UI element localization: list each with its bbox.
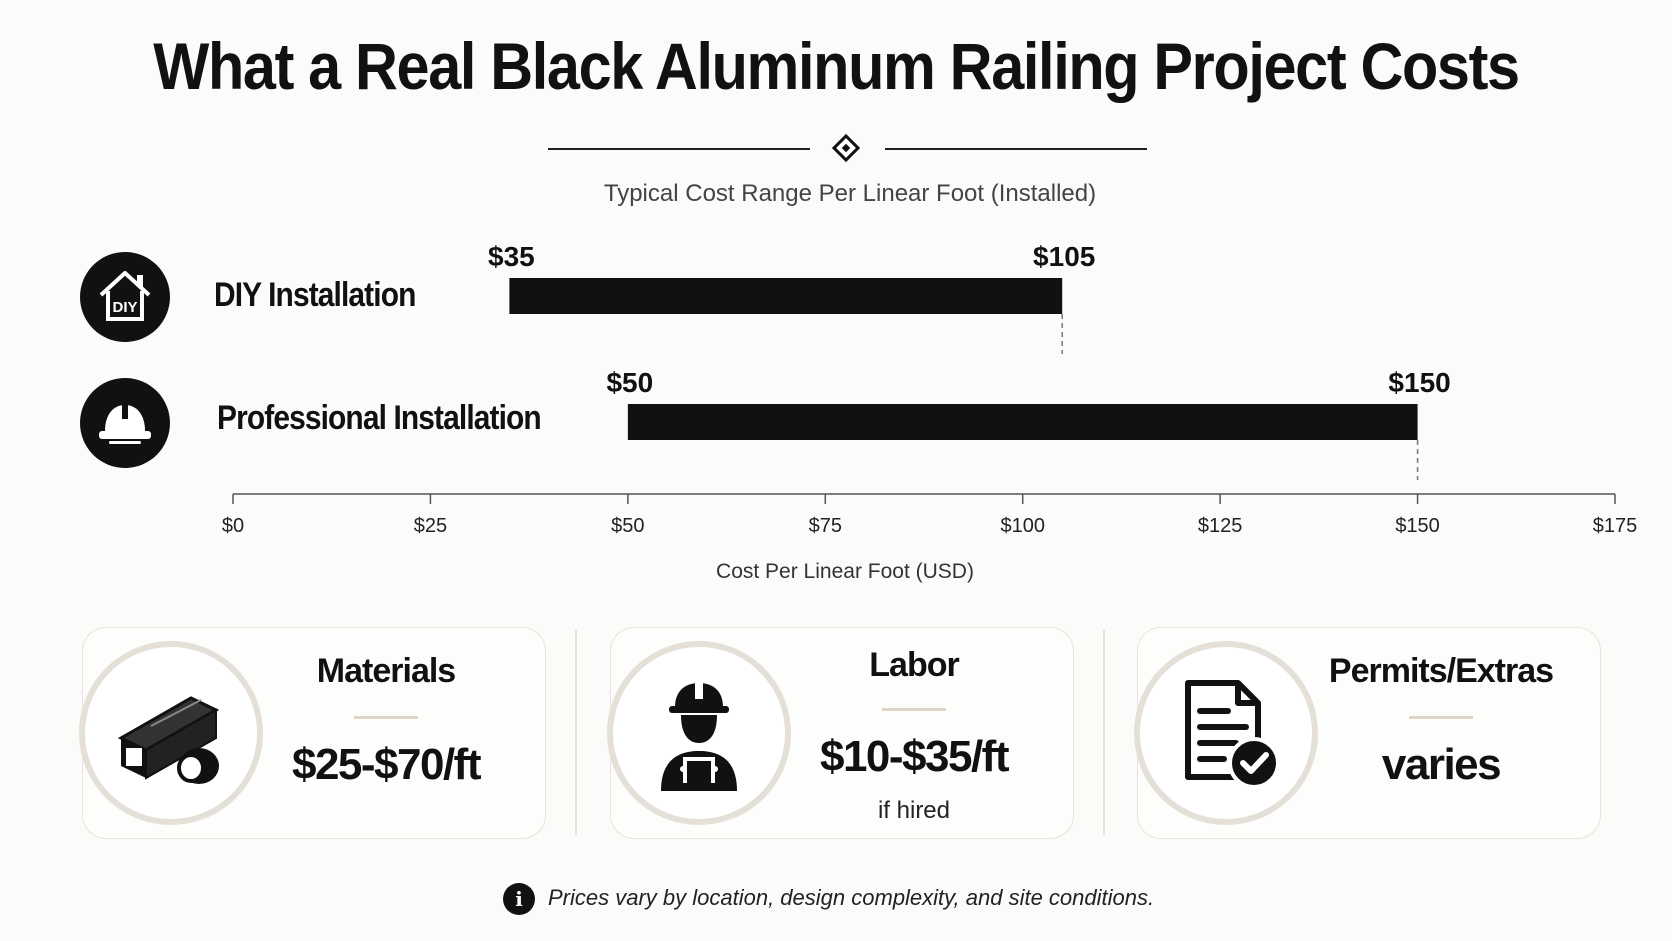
svg-text:DIY: DIY [112, 299, 137, 316]
range-bar [627, 404, 1418, 440]
labor-icon-circle [607, 641, 791, 825]
materials-rule [354, 716, 418, 719]
x-tick-label: $50 [611, 515, 644, 537]
x-tick-label: $175 [1593, 515, 1638, 537]
worker-icon [661, 681, 737, 791]
diy-house-icon: DIY [80, 252, 170, 342]
x-axis-label: Cost Per Linear Foot (USD) [716, 560, 974, 583]
hard-hat-icon [80, 378, 170, 468]
labor-rule [882, 708, 946, 711]
row-label-diy: DIY Installation [214, 276, 416, 314]
chart-subtitle: Typical Cost Range Per Linear Foot (Inst… [603, 180, 1097, 207]
x-tick-label: $125 [1198, 515, 1243, 537]
x-tick-label: $0 [222, 515, 244, 537]
info-icon: i [503, 883, 535, 915]
title-divider-right [885, 148, 1147, 150]
materials-icon-circle [79, 641, 263, 825]
labor-value: $10-$35/ft [819, 732, 1010, 781]
title-divider-left [548, 148, 810, 150]
labor-note: if hired [877, 797, 951, 824]
row-label-professional: Professional Installation [217, 399, 542, 437]
page-title: What a Real Black Aluminum Railing Proje… [153, 29, 1520, 103]
footer-note: Prices vary by location, design complexi… [548, 885, 1155, 910]
range-high-label: $150 [1388, 367, 1450, 398]
permits-title: Permits/Extras [1328, 652, 1554, 690]
permits-rule [1409, 716, 1473, 719]
materials-title: Materials [316, 652, 456, 690]
range-low-label: $35 [488, 241, 535, 272]
document-check-icon [1185, 680, 1280, 789]
range-bar [509, 278, 1063, 314]
permits-value: varies [1381, 740, 1502, 789]
card-separator [575, 630, 577, 835]
labor-title: Labor [869, 646, 959, 684]
x-tick-label: $25 [414, 515, 447, 537]
range-high-label: $105 [1033, 241, 1095, 272]
aluminum-tube-icon [117, 696, 220, 784]
x-tick-label: $75 [809, 515, 842, 537]
card-separator [1103, 630, 1105, 835]
x-tick-label: $100 [1000, 515, 1045, 537]
x-tick-label: $150 [1395, 515, 1440, 537]
range-low-label: $50 [606, 367, 653, 398]
permits-icon-circle [1134, 641, 1318, 825]
cost-range-chart: $0 $25 $50 $75 $100 $125 $150 $175 $35 $105 $50 $1… [222, 241, 1638, 583]
materials-value: $25-$70/ft [291, 740, 482, 789]
